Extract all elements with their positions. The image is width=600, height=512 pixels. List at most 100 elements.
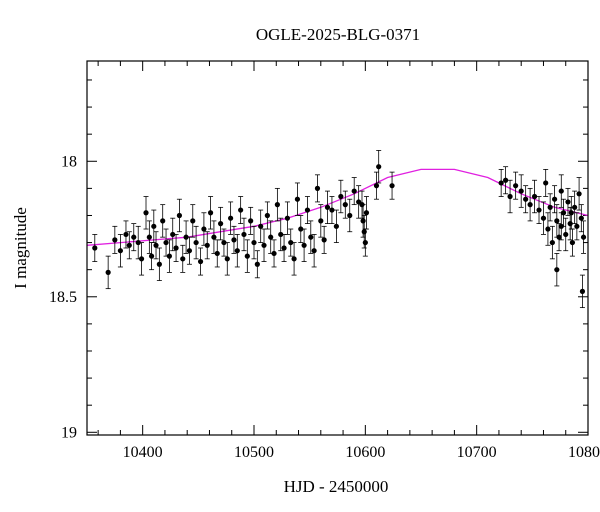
- data-point: [531, 179, 538, 214]
- point-marker: [234, 248, 240, 254]
- point-marker: [274, 202, 280, 208]
- point-marker: [251, 239, 257, 246]
- data-point: [294, 182, 301, 216]
- plot-frame: [86, 60, 589, 436]
- data-point: [271, 239, 277, 268]
- data-point: [153, 231, 159, 260]
- point-marker: [258, 223, 264, 229]
- data-point: [362, 228, 368, 257]
- point-marker: [148, 253, 155, 259]
- point-marker: [241, 231, 247, 238]
- point-marker: [552, 196, 558, 202]
- data-point: [92, 234, 98, 262]
- data-point: [311, 234, 317, 268]
- data-point: [503, 166, 509, 195]
- point-marker: [294, 196, 301, 202]
- x-axis-ticks: 10400 10500 10600 10700 10800: [97, 61, 600, 461]
- data-point: [173, 234, 179, 262]
- y-tick-label: 18: [61, 153, 77, 170]
- point-marker: [218, 221, 224, 227]
- data-point: [389, 171, 395, 200]
- point-marker: [271, 250, 277, 257]
- point-marker: [531, 193, 538, 200]
- data-point: [224, 242, 230, 276]
- point-marker: [558, 188, 564, 194]
- data-point: [228, 201, 234, 235]
- point-marker: [228, 215, 234, 221]
- point-marker: [221, 239, 227, 246]
- data-point: [498, 169, 504, 197]
- x-tick-label: 10600: [345, 444, 385, 461]
- data-point: [314, 174, 321, 203]
- point-marker: [201, 226, 207, 232]
- point-marker: [308, 234, 314, 240]
- data-point: [543, 169, 549, 197]
- point-marker: [204, 242, 210, 248]
- data-point: [301, 228, 307, 262]
- point-marker: [568, 210, 574, 216]
- point-marker: [507, 193, 513, 200]
- data-point: [580, 220, 587, 254]
- data-point: [318, 204, 324, 238]
- point-marker: [163, 239, 169, 246]
- data-point: [151, 209, 157, 243]
- model-curve: [86, 168, 589, 246]
- point-marker: [301, 242, 307, 248]
- data-point: [126, 231, 132, 260]
- data-point: [554, 204, 560, 238]
- point-marker: [547, 204, 553, 210]
- point-marker: [527, 202, 533, 208]
- data-point: [234, 234, 240, 268]
- point-marker: [565, 199, 571, 205]
- data-point: [304, 196, 311, 225]
- data-point: [105, 255, 111, 290]
- data-point: [523, 185, 529, 214]
- point-marker: [291, 256, 297, 262]
- data-point: [180, 244, 186, 273]
- data-point: [333, 209, 339, 243]
- data-point: [166, 239, 172, 273]
- point-marker: [513, 183, 519, 189]
- point-marker: [138, 256, 145, 262]
- point-marker: [238, 207, 244, 213]
- data-point: [146, 220, 152, 254]
- point-marker: [143, 210, 149, 216]
- point-marker: [193, 239, 199, 246]
- data-point: [578, 204, 584, 233]
- x-tick-label: 10800: [568, 444, 600, 461]
- data-point: [211, 220, 217, 254]
- data-point: [278, 217, 284, 252]
- data-point: [264, 201, 270, 230]
- data-point: [338, 179, 344, 214]
- point-marker: [361, 229, 367, 235]
- point-marker: [112, 237, 118, 243]
- point-marker: [556, 234, 562, 240]
- point-marker: [579, 288, 586, 294]
- chart-title: OGLE-2025-BLG-0371: [256, 25, 420, 44]
- data-point: [214, 239, 220, 268]
- point-marker: [264, 212, 270, 219]
- point-marker: [244, 253, 250, 259]
- data-point: [148, 242, 155, 271]
- point-marker: [373, 183, 380, 189]
- point-marker: [567, 221, 573, 227]
- data-point: [284, 201, 290, 235]
- point-marker: [281, 245, 287, 251]
- point-marker: [574, 223, 580, 229]
- point-marker: [545, 226, 551, 232]
- data-point: [156, 247, 162, 281]
- data-point: [363, 196, 370, 230]
- data-point: [540, 201, 547, 235]
- point-marker: [268, 234, 274, 240]
- data-point: [197, 247, 204, 276]
- point-marker: [180, 256, 186, 262]
- point-marker: [135, 239, 141, 246]
- point-marker: [523, 196, 529, 202]
- data-point: [135, 225, 141, 260]
- point-marker: [126, 242, 132, 248]
- x-tick-label: 10400: [123, 444, 163, 461]
- point-marker: [576, 191, 582, 197]
- point-marker: [338, 193, 344, 200]
- data-point: [572, 190, 578, 225]
